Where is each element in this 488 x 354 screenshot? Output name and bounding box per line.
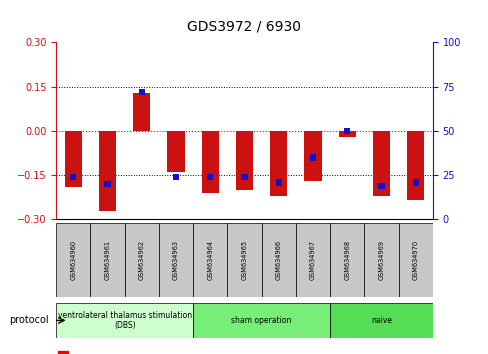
Bar — [99, 131, 116, 211]
Bar — [139, 89, 144, 95]
Bar — [227, 223, 261, 297]
Bar — [329, 223, 364, 297]
Bar — [64, 131, 81, 187]
Bar — [372, 131, 389, 196]
Bar — [241, 174, 247, 180]
Bar — [207, 174, 213, 180]
Text: GSM634961: GSM634961 — [104, 240, 110, 280]
Bar — [104, 181, 110, 187]
Bar — [56, 303, 193, 338]
Bar — [58, 351, 67, 354]
Text: GSM634970: GSM634970 — [412, 240, 418, 280]
Bar — [70, 174, 76, 180]
Bar — [364, 223, 398, 297]
Text: protocol: protocol — [9, 315, 49, 325]
Bar — [159, 223, 193, 297]
Bar — [167, 131, 184, 172]
Text: GSM634969: GSM634969 — [378, 240, 384, 280]
Text: GSM634960: GSM634960 — [70, 240, 76, 280]
Text: naive: naive — [370, 316, 391, 325]
Bar — [378, 183, 384, 189]
Text: GSM634968: GSM634968 — [344, 240, 349, 280]
Bar — [261, 223, 295, 297]
Text: GSM634965: GSM634965 — [241, 240, 247, 280]
Bar — [90, 223, 124, 297]
Bar — [309, 154, 315, 161]
Bar — [295, 223, 329, 297]
Bar — [338, 131, 355, 137]
Bar — [124, 223, 159, 297]
Text: GDS3972 / 6930: GDS3972 / 6930 — [187, 19, 301, 34]
Bar — [344, 128, 349, 134]
Bar — [193, 223, 227, 297]
Bar — [412, 179, 418, 185]
Bar — [406, 131, 423, 200]
Bar — [201, 131, 218, 193]
Bar — [173, 174, 179, 180]
Text: ventrolateral thalamus stimulation
(DBS): ventrolateral thalamus stimulation (DBS) — [58, 311, 191, 330]
Text: GSM634966: GSM634966 — [275, 240, 281, 280]
Bar — [56, 223, 90, 297]
Text: sham operation: sham operation — [231, 316, 291, 325]
Bar — [398, 223, 432, 297]
Bar — [269, 131, 286, 196]
Bar — [304, 131, 321, 181]
Text: GSM634963: GSM634963 — [173, 240, 179, 280]
Bar — [329, 303, 432, 338]
Text: GSM634962: GSM634962 — [139, 240, 144, 280]
Bar — [133, 93, 150, 131]
Bar — [193, 303, 329, 338]
Text: GSM634964: GSM634964 — [207, 240, 213, 280]
Text: GSM634967: GSM634967 — [309, 240, 315, 280]
Bar — [275, 179, 281, 185]
Bar — [235, 131, 253, 190]
